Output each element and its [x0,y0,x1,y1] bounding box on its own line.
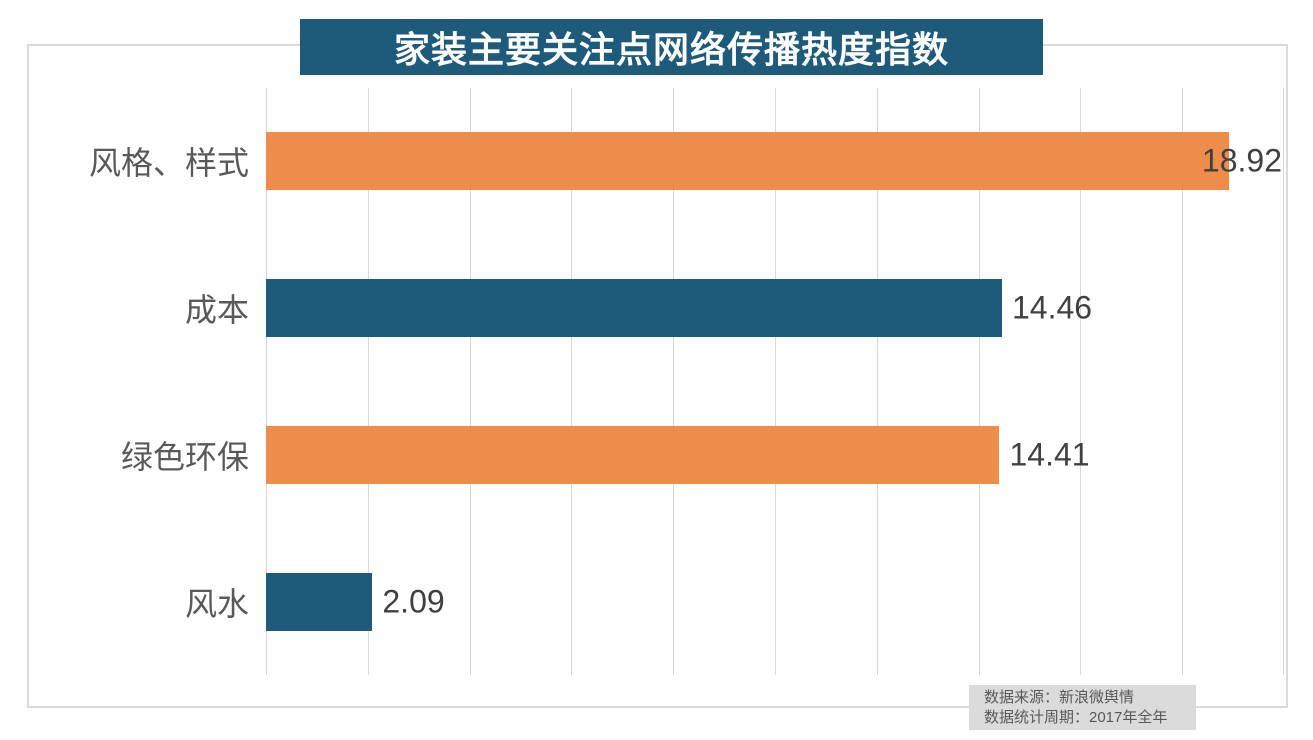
gridline [1182,88,1184,675]
value-label: 14.46 [1012,289,1093,326]
bar [266,425,1000,484]
gridline [367,88,369,675]
bar [266,132,1230,191]
value-label: 18.92 [1201,142,1282,179]
category-label: 成本 [184,292,249,329]
gridline [1080,88,1082,675]
value-label: 14.41 [1009,436,1090,473]
data-source-line: 数据来源：新浪微舆情 [984,689,1135,706]
gridline [978,88,980,675]
data-source-box: 数据来源：新浪微舆情 数据统计周期：2017年全年 [969,685,1196,730]
bar-row: 风格、样式 18.92 [89,88,1284,235]
bar-row: 绿色环保 14.41 [121,382,1284,529]
category-label: 风水 [184,585,249,622]
gridline [1283,88,1284,675]
gridline [469,88,471,675]
category-label: 风格、样式 [88,145,249,182]
plot-area: 风格、样式 18.92 成本 14.46 绿色环保 14.41 风水 2.09 [89,88,1284,675]
bar [266,572,373,631]
data-period-line: 数据统计周期：2017年全年 [984,709,1168,726]
gridline [775,88,776,675]
category-label: 绿色环保 [120,438,249,475]
value-label: 2.09 [382,583,445,620]
chart-title: 家装主要关注点网络传播热度指数 [393,29,949,70]
gridline [876,88,878,675]
gridline [673,88,675,675]
bar-row: 风水 2.09 [185,528,1284,675]
chart-title-banner: 家装主要关注点网络传播热度指数 [300,19,1043,75]
gridline [571,88,573,675]
bar [266,279,1002,338]
bar-row: 成本 14.46 [185,235,1284,382]
gridline [266,88,267,675]
